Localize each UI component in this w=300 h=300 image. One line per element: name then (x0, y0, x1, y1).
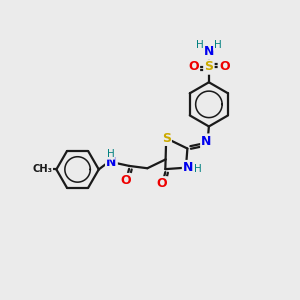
Text: O: O (219, 61, 230, 74)
Text: H: H (107, 149, 114, 159)
Text: H: H (196, 40, 204, 50)
Text: O: O (188, 61, 199, 74)
Text: N: N (183, 161, 194, 174)
Text: H: H (214, 40, 222, 50)
Text: H: H (194, 164, 202, 174)
Text: O: O (120, 174, 131, 187)
Text: CH₃: CH₃ (32, 164, 52, 174)
Text: N: N (204, 45, 214, 58)
Text: N: N (106, 157, 117, 169)
Text: S: S (162, 132, 171, 145)
Text: N: N (201, 135, 212, 148)
Text: S: S (204, 61, 213, 74)
Text: O: O (157, 177, 167, 190)
